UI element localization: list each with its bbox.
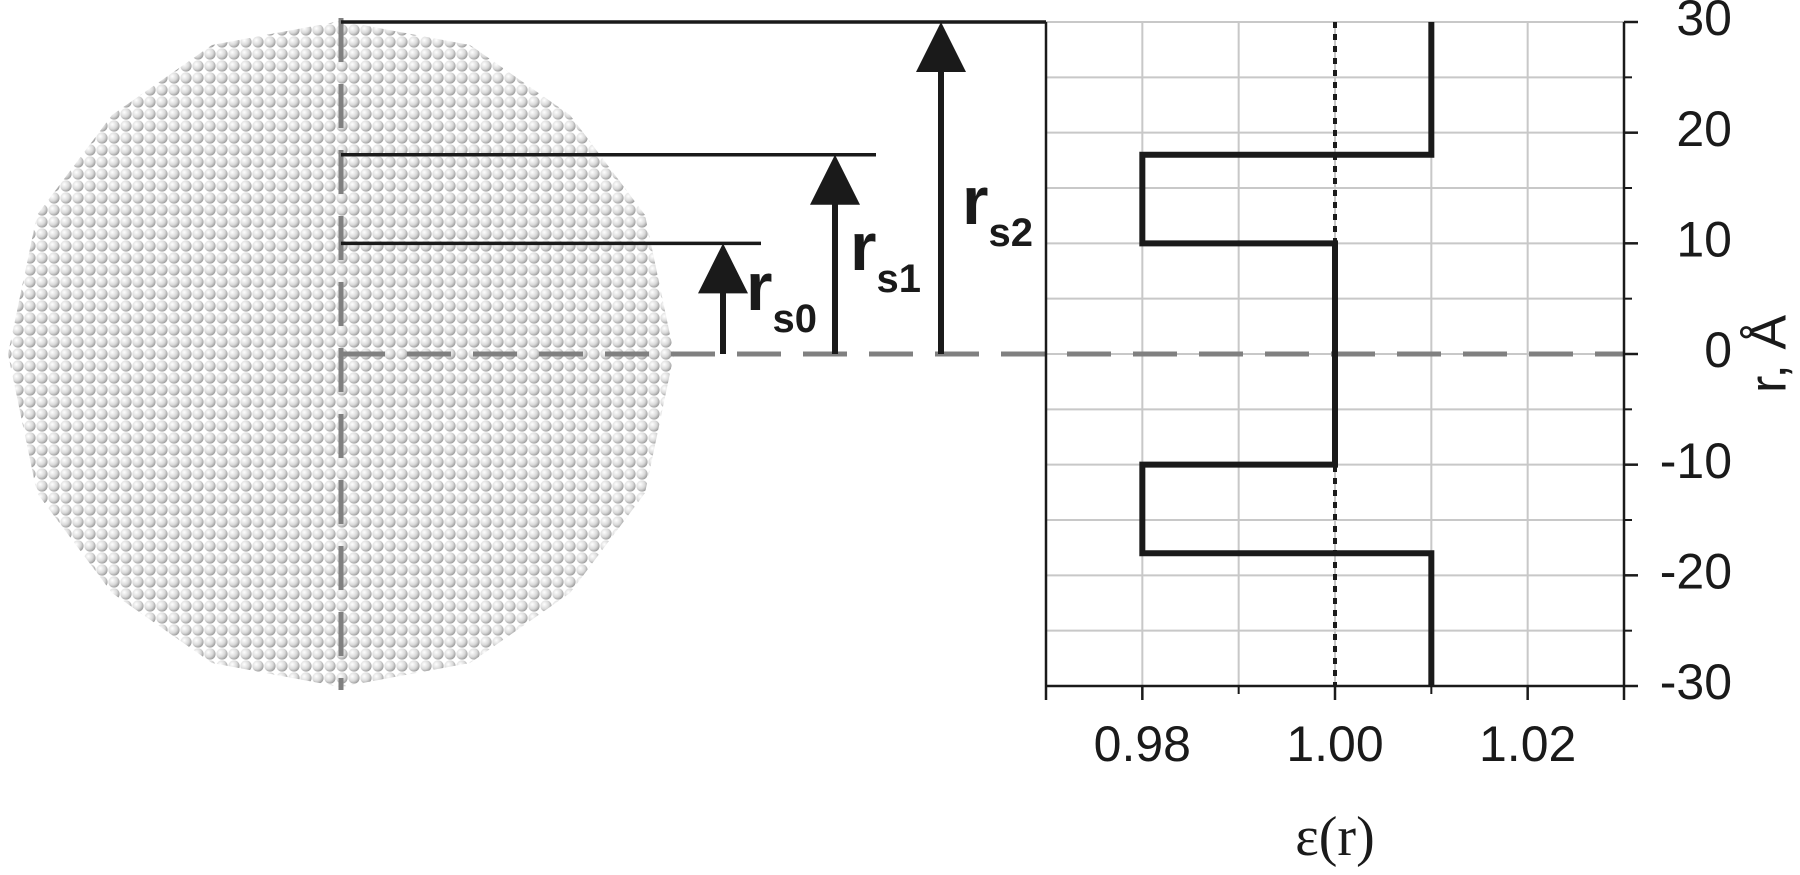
x-tick-label: 1.02 xyxy=(1479,716,1576,772)
y-tick-label: 0 xyxy=(1704,322,1732,378)
radius-arrow-head xyxy=(698,243,748,294)
radius-arrow-head xyxy=(916,22,966,72)
y-tick-label: -30 xyxy=(1660,654,1732,710)
y-tick-label: 10 xyxy=(1676,212,1732,268)
y-tick-label: -10 xyxy=(1660,433,1732,489)
radius-arrow-head xyxy=(810,154,860,205)
x-axis-title: ε(r) xyxy=(1295,806,1374,868)
x-tick-label: 0.98 xyxy=(1094,716,1191,772)
x-tick-label: 1.00 xyxy=(1286,716,1383,772)
radius-subscript: s0 xyxy=(772,297,817,341)
radius-label: rs1 xyxy=(850,209,921,301)
radius-symbol: r xyxy=(850,209,876,285)
radius-label: rs0 xyxy=(746,249,817,341)
y-axis-title: r, Å xyxy=(1740,315,1798,393)
nanoparticle xyxy=(8,21,674,687)
radius-subscript: s2 xyxy=(988,211,1033,255)
y-tick-label: 30 xyxy=(1676,0,1732,46)
radius-label: rs2 xyxy=(962,163,1033,255)
radius-symbol: r xyxy=(746,249,772,325)
radius-subscript: s1 xyxy=(876,257,921,301)
y-tick-label: -20 xyxy=(1660,544,1732,600)
profile-line xyxy=(1139,22,1435,686)
radius-symbol: r xyxy=(962,163,988,239)
y-tick-label: 20 xyxy=(1676,101,1732,157)
